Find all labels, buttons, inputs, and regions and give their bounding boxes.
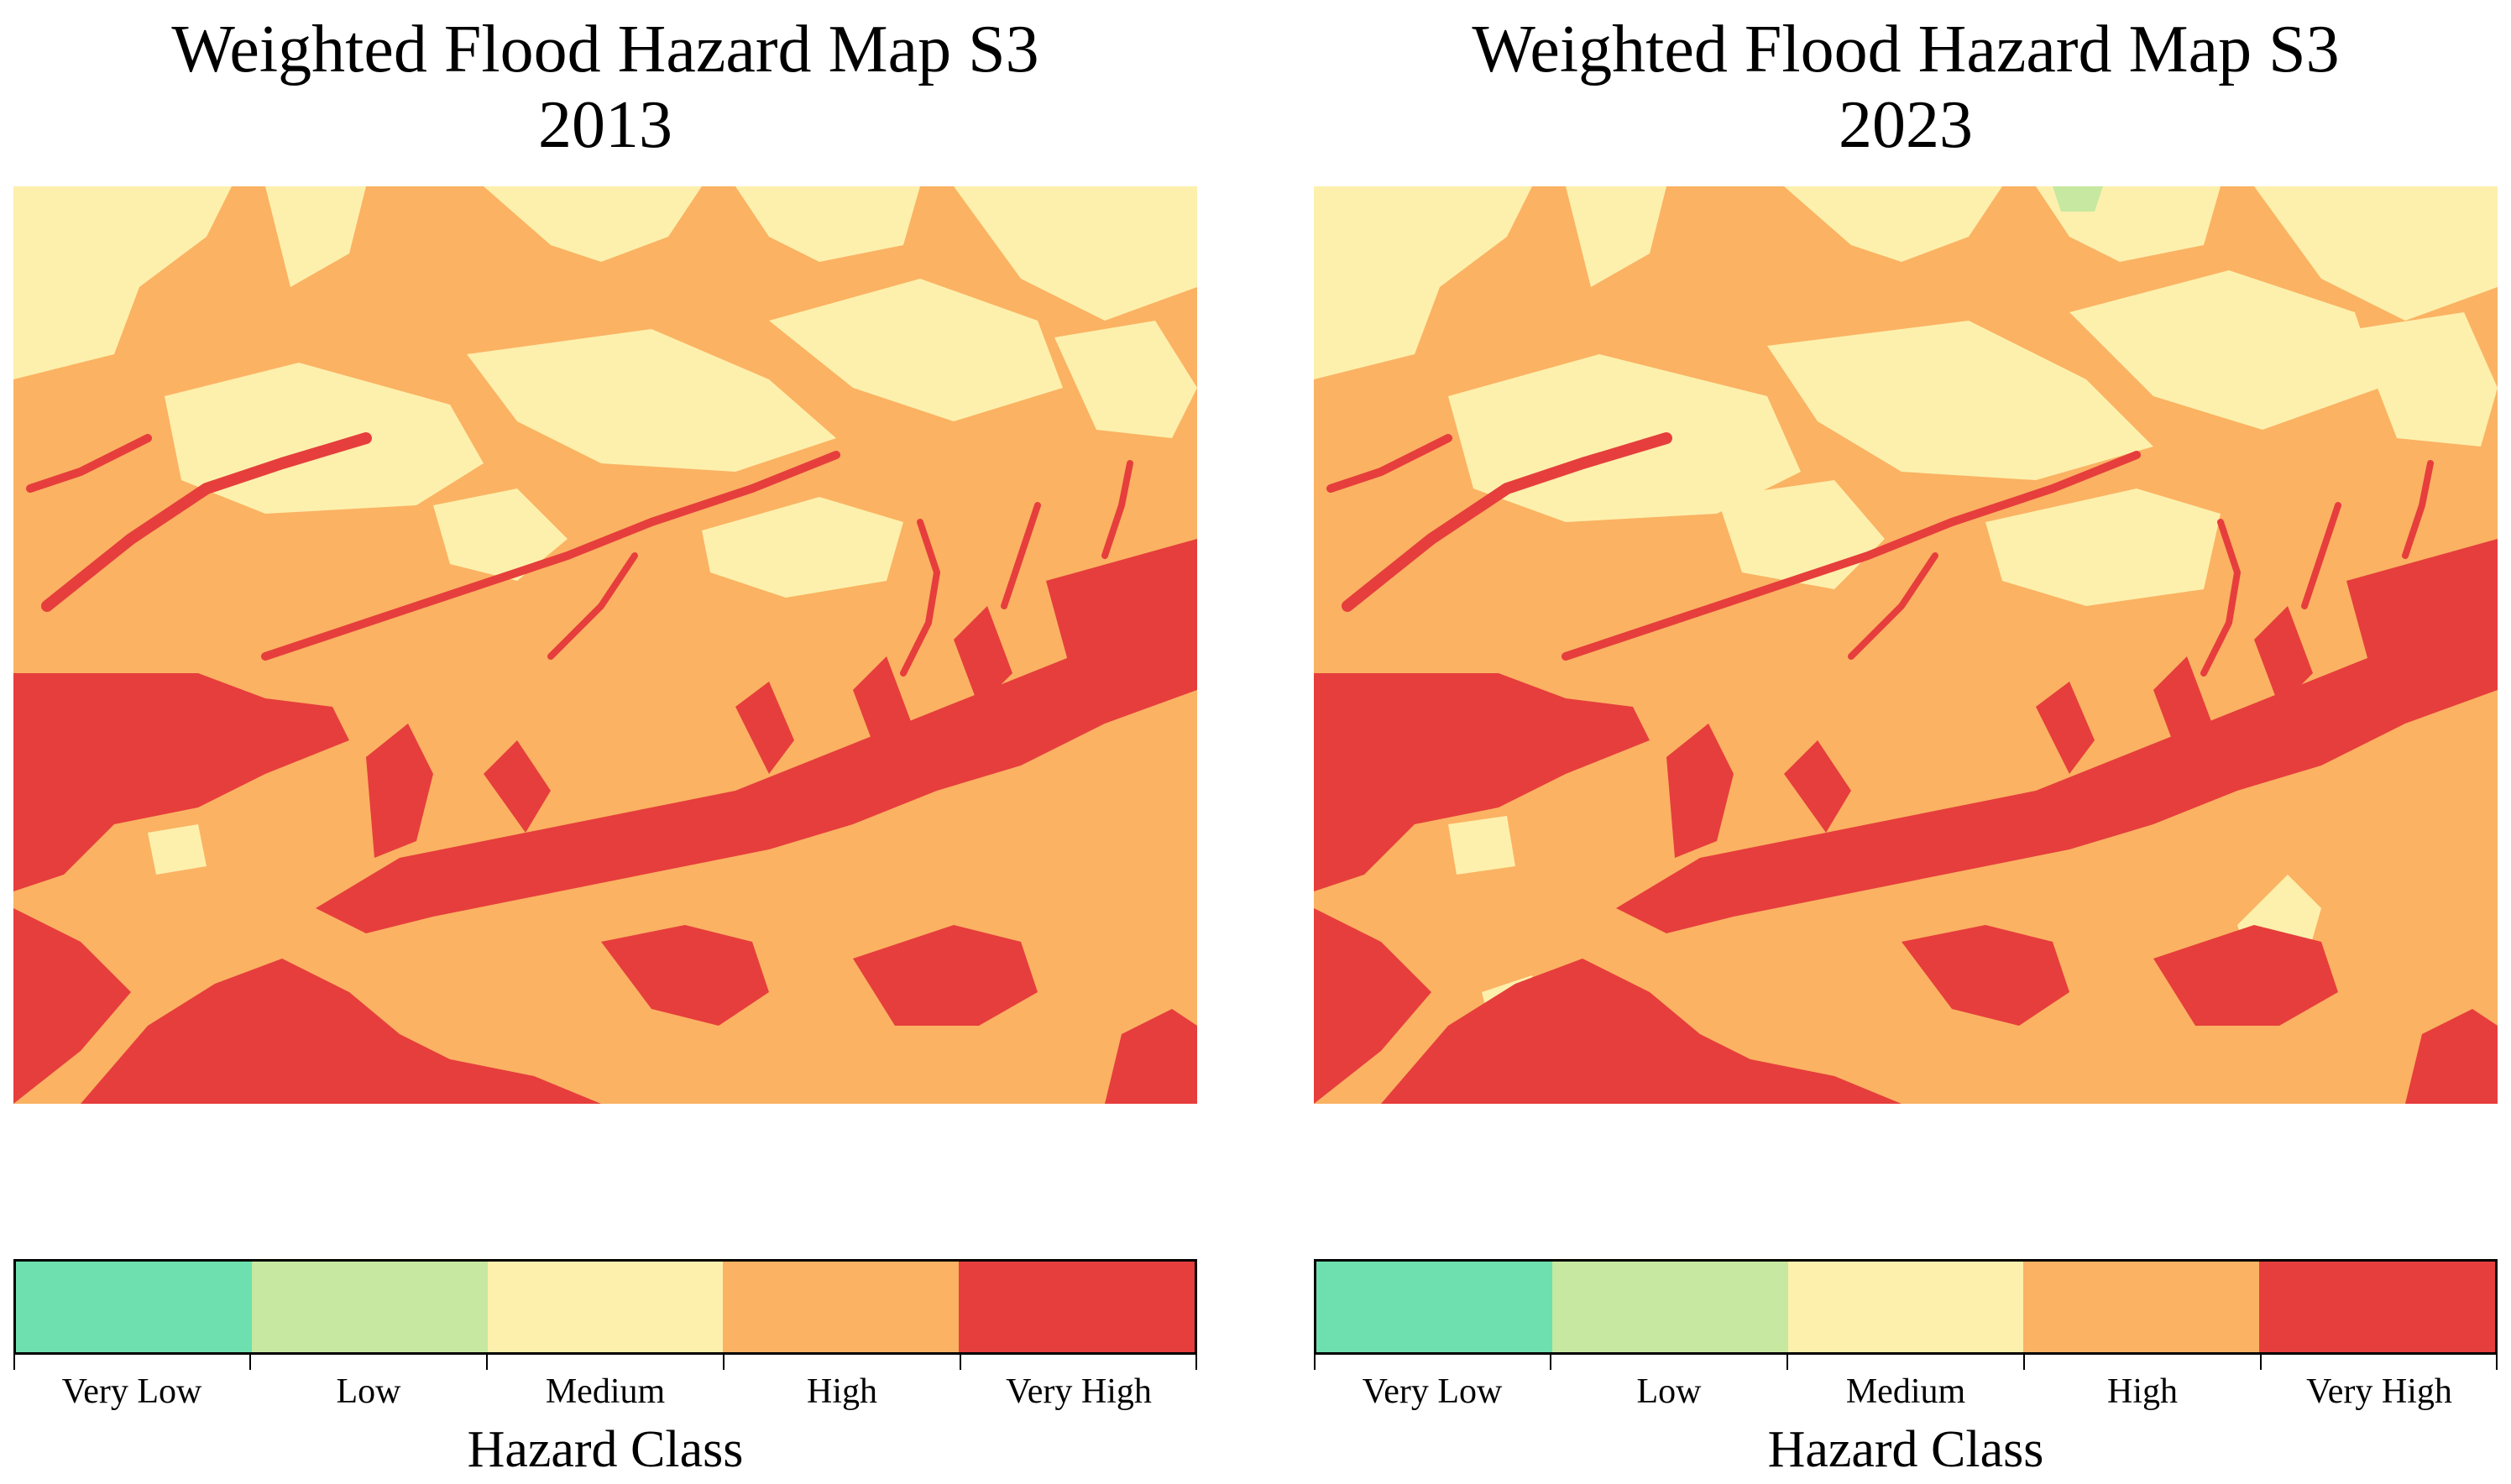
hazard-colorbar (13, 1259, 1197, 1355)
tick (486, 1355, 488, 1370)
tick (723, 1355, 725, 1370)
colorbar-labels: Very Low Low Medium High Very High (13, 1368, 1197, 1419)
label-medium: Medium (1845, 1372, 1966, 1411)
map-panel-2023: Weighted Flood Hazard Map S3 2023 (1314, 0, 2498, 1484)
tick (1314, 1355, 1316, 1370)
label-very-high: Very High (2306, 1372, 2452, 1411)
label-medium: Medium (545, 1372, 666, 1411)
colorbar-ticks (13, 1355, 1197, 1372)
label-high: High (807, 1372, 877, 1411)
colorbar-title: Hazard Class (1767, 1421, 2044, 1478)
label-very-high: Very High (1006, 1372, 1152, 1411)
label-low: Low (1636, 1372, 1702, 1411)
swatch-high (2023, 1262, 2260, 1352)
tick (2023, 1355, 2025, 1370)
swatch-very-low (1316, 1262, 1552, 1352)
label-high: High (2107, 1372, 2178, 1411)
swatch-very-high (2259, 1262, 2495, 1352)
tick (1550, 1355, 1551, 1370)
map-year: 2023 (1839, 88, 1973, 162)
label-very-low: Very Low (61, 1372, 202, 1411)
tick (960, 1355, 961, 1370)
hazard-map-raster (13, 186, 1197, 1104)
tick (13, 1355, 15, 1370)
colorbar-labels: Very Low Low Medium High Very High (1314, 1368, 2498, 1419)
tick (2496, 1355, 2498, 1370)
tick (2260, 1355, 2262, 1370)
swatch-high (723, 1262, 960, 1352)
map-title: Weighted Flood Hazard Map S3 (171, 13, 1039, 86)
swatch-low (251, 1262, 488, 1352)
map-panel-2013: Weighted Flood Hazard Map S3 2013 (13, 0, 1197, 1484)
map-year: 2013 (538, 88, 672, 162)
colorbar-ticks (1314, 1355, 2498, 1372)
label-low: Low (336, 1372, 401, 1411)
label-very-low: Very Low (1362, 1372, 1503, 1411)
hazard-colorbar (1314, 1259, 2498, 1355)
swatch-very-low (16, 1262, 252, 1352)
map-title: Weighted Flood Hazard Map S3 (1472, 13, 2340, 86)
swatch-very-high (959, 1262, 1195, 1352)
tick (1195, 1355, 1197, 1370)
hazard-map-2023[interactable] (1314, 186, 2498, 1104)
hazard-map-raster (1314, 186, 2498, 1104)
colorbar-title: Hazard Class (467, 1421, 744, 1478)
swatch-medium (487, 1262, 724, 1352)
swatch-low (1551, 1262, 1788, 1352)
hazard-map-2013[interactable] (13, 186, 1197, 1104)
tick (249, 1355, 251, 1370)
tick (1786, 1355, 1788, 1370)
swatch-medium (1787, 1262, 2024, 1352)
